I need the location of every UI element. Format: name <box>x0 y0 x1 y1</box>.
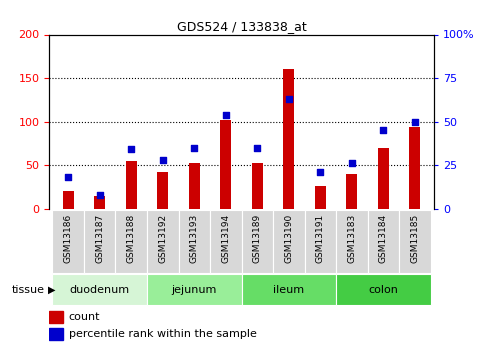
Text: count: count <box>69 312 100 322</box>
Bar <box>252 164 263 209</box>
Point <box>380 128 387 133</box>
Bar <box>157 172 168 209</box>
Text: GSM13186: GSM13186 <box>64 214 72 263</box>
Bar <box>378 148 389 209</box>
FancyBboxPatch shape <box>336 274 431 305</box>
Text: GSM13183: GSM13183 <box>348 214 356 263</box>
Bar <box>189 164 200 209</box>
Text: GSM13192: GSM13192 <box>158 214 167 263</box>
FancyBboxPatch shape <box>115 210 147 273</box>
Bar <box>63 191 74 209</box>
FancyBboxPatch shape <box>147 210 178 273</box>
Bar <box>347 174 357 209</box>
Point <box>127 147 135 152</box>
Text: GSM13191: GSM13191 <box>316 214 325 263</box>
Text: jejunum: jejunum <box>172 285 217 295</box>
Bar <box>49 328 63 340</box>
FancyBboxPatch shape <box>52 210 84 273</box>
FancyBboxPatch shape <box>305 210 336 273</box>
Text: GSM13189: GSM13189 <box>253 214 262 263</box>
FancyBboxPatch shape <box>210 210 242 273</box>
Bar <box>220 120 231 209</box>
Bar <box>283 69 294 209</box>
FancyBboxPatch shape <box>147 274 242 305</box>
FancyBboxPatch shape <box>273 210 305 273</box>
Text: GSM13185: GSM13185 <box>411 214 420 263</box>
FancyBboxPatch shape <box>399 210 431 273</box>
FancyBboxPatch shape <box>242 210 273 273</box>
FancyBboxPatch shape <box>178 210 210 273</box>
Point <box>96 192 104 198</box>
Point <box>64 175 72 180</box>
Text: GSM13188: GSM13188 <box>127 214 136 263</box>
FancyBboxPatch shape <box>242 274 336 305</box>
Text: GSM13193: GSM13193 <box>190 214 199 263</box>
Text: GSM13184: GSM13184 <box>379 214 388 263</box>
FancyBboxPatch shape <box>52 274 147 305</box>
Text: percentile rank within the sample: percentile rank within the sample <box>69 329 256 339</box>
Point <box>317 169 324 175</box>
Text: ileum: ileum <box>273 285 304 295</box>
Bar <box>409 127 421 209</box>
Title: GDS524 / 133838_at: GDS524 / 133838_at <box>176 20 307 33</box>
Text: GSM13187: GSM13187 <box>95 214 104 263</box>
Text: colon: colon <box>368 285 398 295</box>
FancyBboxPatch shape <box>368 210 399 273</box>
Bar <box>49 310 63 323</box>
Point <box>348 161 356 166</box>
Bar <box>94 196 105 209</box>
Point <box>411 119 419 125</box>
Text: tissue: tissue <box>11 285 44 295</box>
Bar <box>315 186 326 209</box>
Point <box>159 157 167 163</box>
Text: GSM13190: GSM13190 <box>284 214 293 263</box>
Point <box>253 145 261 150</box>
FancyBboxPatch shape <box>84 210 115 273</box>
Point <box>285 96 293 102</box>
FancyBboxPatch shape <box>336 210 368 273</box>
Point <box>190 145 198 150</box>
Text: ▶: ▶ <box>48 285 56 295</box>
Point <box>222 112 230 117</box>
Text: duodenum: duodenum <box>70 285 130 295</box>
Text: GSM13194: GSM13194 <box>221 214 230 263</box>
Bar <box>126 161 137 209</box>
